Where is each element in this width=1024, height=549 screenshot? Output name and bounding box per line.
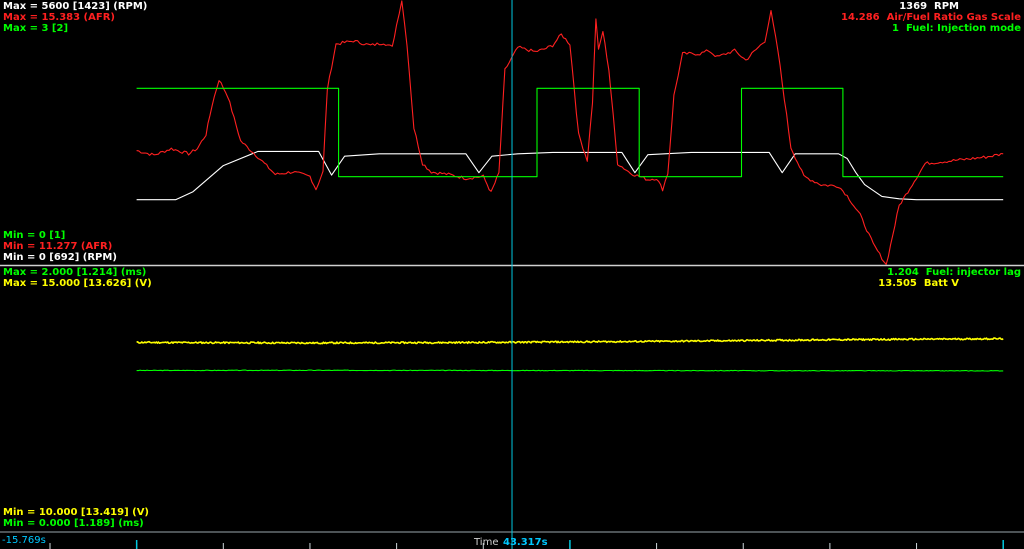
afr-readout: 14.286 Air/Fuel Ratio Gas Scale [841, 12, 1021, 23]
rpm-max-label: Max = 5600 [1423] (RPM) [3, 1, 148, 12]
batt-v-min-label: Min = 10.000 [13.419] (V) [3, 507, 150, 518]
injection-mode-max-label: Max = 3 [2] [3, 23, 69, 34]
bottom-panel-series [136, 337, 1004, 372]
top-readouts: 1369 RPM 14.286 Air/Fuel Ratio Gas Scale… [841, 1, 1021, 34]
series-rpm [136, 150, 1004, 201]
batt-v-value: 13.505 [878, 278, 917, 289]
top-panel-series [136, 0, 1004, 265]
time-start-label: -15.769s [2, 535, 46, 546]
time-axis-ticks [49, 540, 1004, 549]
series-batt-v [136, 337, 1004, 345]
bottom-min-labels: Min = 10.000 [13.419] (V) Min = 0.000 [1… [3, 507, 149, 529]
rpm-readout: 1369 RPM [841, 1, 1021, 12]
injection-mode-readout: 1 Fuel: Injection mode [841, 23, 1021, 34]
injection-mode-min-label: Min = 0 [1] [3, 230, 66, 241]
injector-lag-value: 1.204 [887, 267, 919, 278]
afr-name: Air/Fuel Ratio Gas Scale [886, 12, 1021, 23]
rpm-value: 1369 [899, 1, 928, 12]
afr-max-label: Max = 15.383 (AFR) [3, 12, 115, 23]
injector-lag-max-label: Max = 2.000 [1.214] (ms) [3, 267, 147, 278]
series-injection-mode [136, 87, 1004, 178]
batt-v-name: Batt V [923, 278, 959, 289]
series-injector-lag [136, 369, 1004, 372]
series-afr [136, 0, 1004, 265]
afr-value: 14.286 [841, 12, 880, 23]
bottom-readouts: 1.204 Fuel: injector lag 13.505 Batt V [878, 267, 1021, 289]
rpm-name: RPM [934, 1, 959, 12]
bottom-max-labels: Max = 2.000 [1.214] (ms) Max = 15.000 [1… [3, 267, 152, 289]
injector-lag-name: Fuel: injector lag [925, 267, 1021, 278]
injector-lag-min-label: Min = 0.000 [1.189] (ms) [3, 518, 144, 529]
afr-min-label: Min = 11.277 (AFR) [3, 241, 113, 252]
batt-v-readout: 13.505 Batt V [878, 278, 1021, 289]
injection-mode-name: Fuel: Injection mode [905, 23, 1021, 34]
top-min-labels: Min = 0 [1] Min = 11.277 (AFR) Min = 0 [… [3, 230, 117, 263]
rpm-min-label: Min = 0 [692] (RPM) [3, 252, 117, 263]
injection-mode-value: 1 [892, 23, 899, 34]
injector-lag-readout: 1.204 Fuel: injector lag [878, 267, 1021, 278]
time-axis-title: Time [474, 537, 499, 548]
top-max-labels: Max = 5600 [1423] (RPM) Max = 15.383 (AF… [3, 1, 147, 34]
batt-v-max-label: Max = 15.000 [13.626] (V) [3, 278, 152, 289]
cursor-time-label: 43.317s [503, 537, 548, 548]
